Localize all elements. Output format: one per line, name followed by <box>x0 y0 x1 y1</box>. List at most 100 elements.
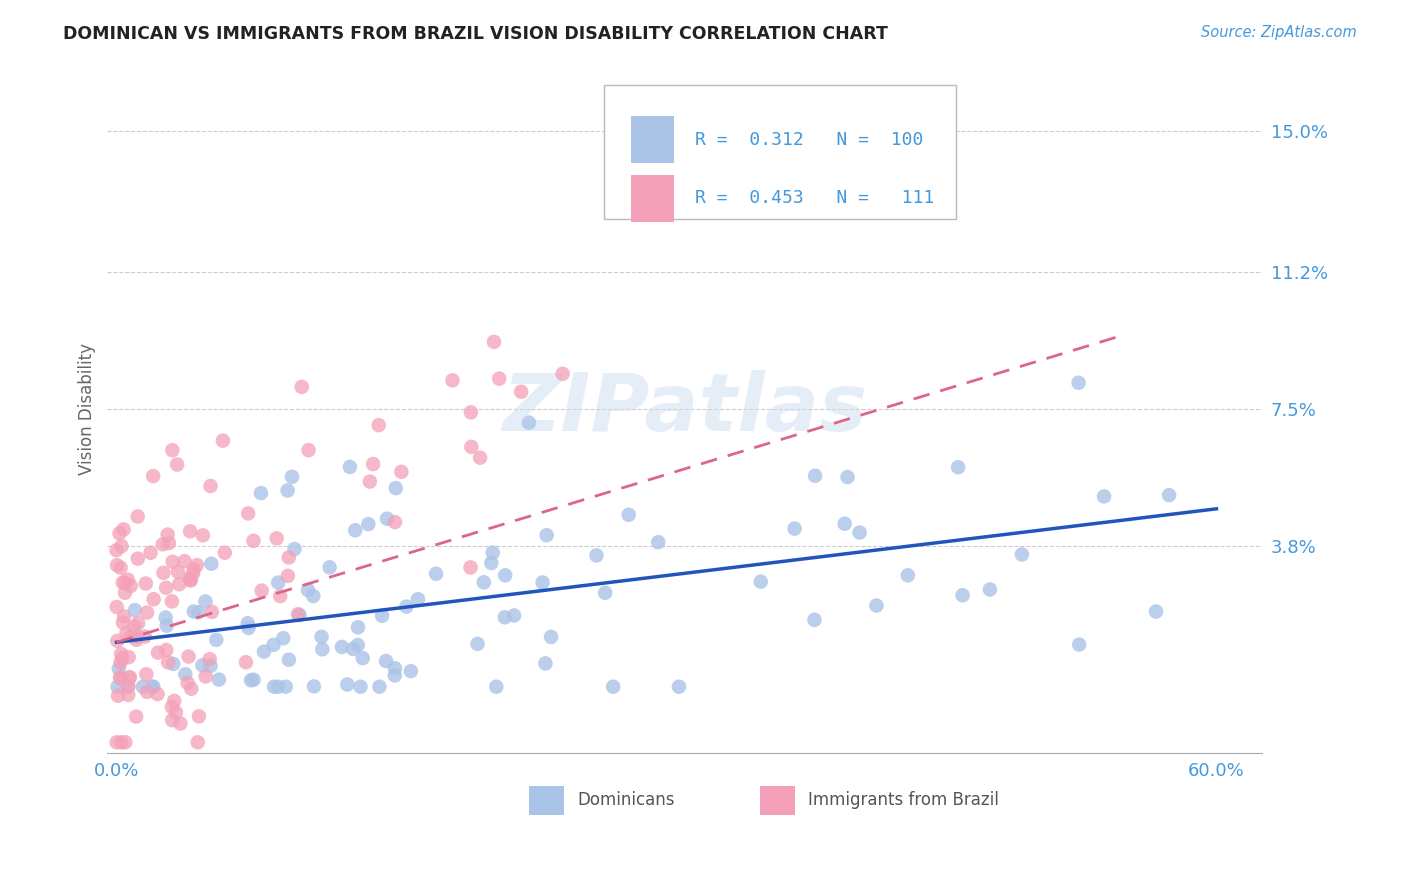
Point <box>267 575 290 590</box>
Bar <box>630 175 675 222</box>
Point <box>187 709 209 723</box>
Point <box>124 603 146 617</box>
Point <box>125 630 148 644</box>
Point <box>201 605 224 619</box>
Point <box>352 651 374 665</box>
Point <box>167 565 190 579</box>
Point <box>1011 548 1033 562</box>
Point <box>156 527 179 541</box>
Text: Immigrants from Brazil: Immigrants from Brazil <box>808 791 1000 809</box>
Point <box>267 680 290 694</box>
Point <box>155 643 177 657</box>
Point <box>112 522 135 536</box>
Point <box>135 576 157 591</box>
Point <box>212 434 235 448</box>
Point <box>125 709 148 723</box>
Point <box>510 384 533 399</box>
Point <box>179 571 201 585</box>
Point <box>384 661 406 675</box>
Point <box>214 546 236 560</box>
Point <box>205 632 228 647</box>
Point <box>803 613 825 627</box>
Point <box>124 619 146 633</box>
Point <box>551 367 574 381</box>
Point <box>162 555 184 569</box>
Point <box>357 517 380 532</box>
Point <box>110 735 132 749</box>
Point <box>536 528 558 542</box>
Point <box>627 176 650 190</box>
Point <box>531 575 554 590</box>
Point <box>118 670 141 684</box>
Point <box>169 716 191 731</box>
Point <box>238 621 260 635</box>
Point <box>194 594 217 608</box>
Y-axis label: Vision Disability: Vision Disability <box>79 343 96 475</box>
Point <box>111 615 134 630</box>
Bar <box>759 786 794 814</box>
Point <box>238 507 260 521</box>
Point <box>347 620 370 634</box>
Point <box>318 560 340 574</box>
Point <box>865 599 887 613</box>
Point <box>127 551 149 566</box>
Point <box>136 685 159 699</box>
Point <box>157 536 180 550</box>
Point <box>142 592 165 607</box>
Point <box>263 638 285 652</box>
Point <box>127 616 149 631</box>
Point <box>194 669 217 683</box>
Point <box>503 608 526 623</box>
Point <box>108 670 131 684</box>
Point <box>277 653 299 667</box>
Point <box>585 549 607 563</box>
Point <box>339 459 361 474</box>
Point <box>200 479 222 493</box>
Point <box>187 735 209 749</box>
Point <box>187 605 209 619</box>
Point <box>472 575 495 590</box>
Point <box>160 699 183 714</box>
Point <box>602 680 624 694</box>
Point <box>139 546 162 560</box>
Point <box>277 483 299 498</box>
Point <box>668 680 690 694</box>
Point <box>183 605 205 619</box>
Point <box>105 558 128 573</box>
Point <box>488 371 510 385</box>
Point <box>177 649 200 664</box>
Point <box>395 599 418 614</box>
Point <box>361 457 384 471</box>
Point <box>946 460 969 475</box>
Bar <box>529 786 564 814</box>
Point <box>311 642 333 657</box>
Point <box>166 458 188 472</box>
Point <box>146 646 169 660</box>
Point <box>235 655 257 669</box>
Point <box>848 525 870 540</box>
Point <box>349 680 371 694</box>
Point <box>200 658 222 673</box>
Point <box>117 573 139 587</box>
Point <box>384 515 406 529</box>
Point <box>540 630 562 644</box>
Point <box>897 568 920 582</box>
Point <box>105 600 128 615</box>
Point <box>482 334 505 349</box>
Point <box>156 618 179 632</box>
Point <box>271 632 294 646</box>
Point <box>242 533 264 548</box>
Point <box>460 560 482 574</box>
Point <box>375 511 398 525</box>
Point <box>236 616 259 631</box>
Text: DOMINICAN VS IMMIGRANTS FROM BRAZIL VISION DISABILITY CORRELATION CHART: DOMINICAN VS IMMIGRANTS FROM BRAZIL VISI… <box>63 25 889 43</box>
Point <box>118 650 141 665</box>
Point <box>783 522 806 536</box>
Point <box>288 608 311 623</box>
Point <box>1069 638 1091 652</box>
Point <box>952 588 974 602</box>
Point <box>274 680 297 694</box>
Point <box>117 679 139 693</box>
Point <box>179 573 201 587</box>
Point <box>135 667 157 681</box>
